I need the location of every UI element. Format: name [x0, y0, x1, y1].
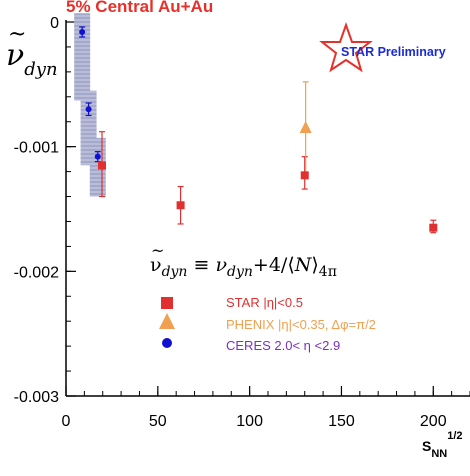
- y-tick-label: 0: [50, 15, 59, 32]
- data-point-triangle: [299, 120, 312, 133]
- x-tick-label: 0: [62, 413, 71, 430]
- y-tick-label: -0.002: [14, 264, 59, 281]
- legend: [159, 297, 175, 348]
- x-tick-label: 100: [236, 413, 263, 430]
- y-tick-label: -0.003: [14, 389, 59, 406]
- formula-annotation: ν ~ dyn ≡ νdyn+4/⟨N⟩4π: [150, 241, 337, 280]
- chart-title: 5% Central Au+Au: [66, 0, 214, 16]
- star-preliminary-label: STAR Preliminary: [341, 45, 446, 59]
- legend-marker-circle: [162, 338, 172, 348]
- tilde-accent: ~: [8, 22, 27, 47]
- legend-label-star: STAR |η|<0.5: [226, 295, 303, 310]
- y-tick-label: -0.001: [14, 140, 59, 157]
- systematic-box: [74, 13, 91, 101]
- x-tick-label: 50: [149, 413, 167, 430]
- data-point-square: [97, 161, 106, 170]
- data-point-square: [176, 201, 185, 210]
- data-markers: [79, 28, 438, 232]
- legend-marker-square: [161, 297, 173, 309]
- legend-label-ceres: CERES 2.0< η <2.9: [226, 338, 341, 353]
- legend-marker-triangle: [159, 313, 175, 329]
- data-point-square: [300, 171, 309, 180]
- x-tick-label: 200: [420, 413, 447, 430]
- axes-group: [65, 20, 470, 397]
- data-point-circle: [79, 28, 86, 35]
- x-axis-label: SNN1/2: [422, 430, 463, 460]
- data-point-circle: [94, 153, 101, 160]
- legend-label-phenix: PHENIX |η|<0.35, Δφ=π/2: [226, 317, 376, 332]
- star-logo-icon: [319, 21, 373, 73]
- star-logo: [319, 21, 373, 73]
- data-point-circle: [85, 106, 92, 113]
- data-point-square: [429, 223, 438, 232]
- x-tick-label: 150: [328, 413, 355, 430]
- y-axis-label: ~ νdyn: [6, 22, 58, 80]
